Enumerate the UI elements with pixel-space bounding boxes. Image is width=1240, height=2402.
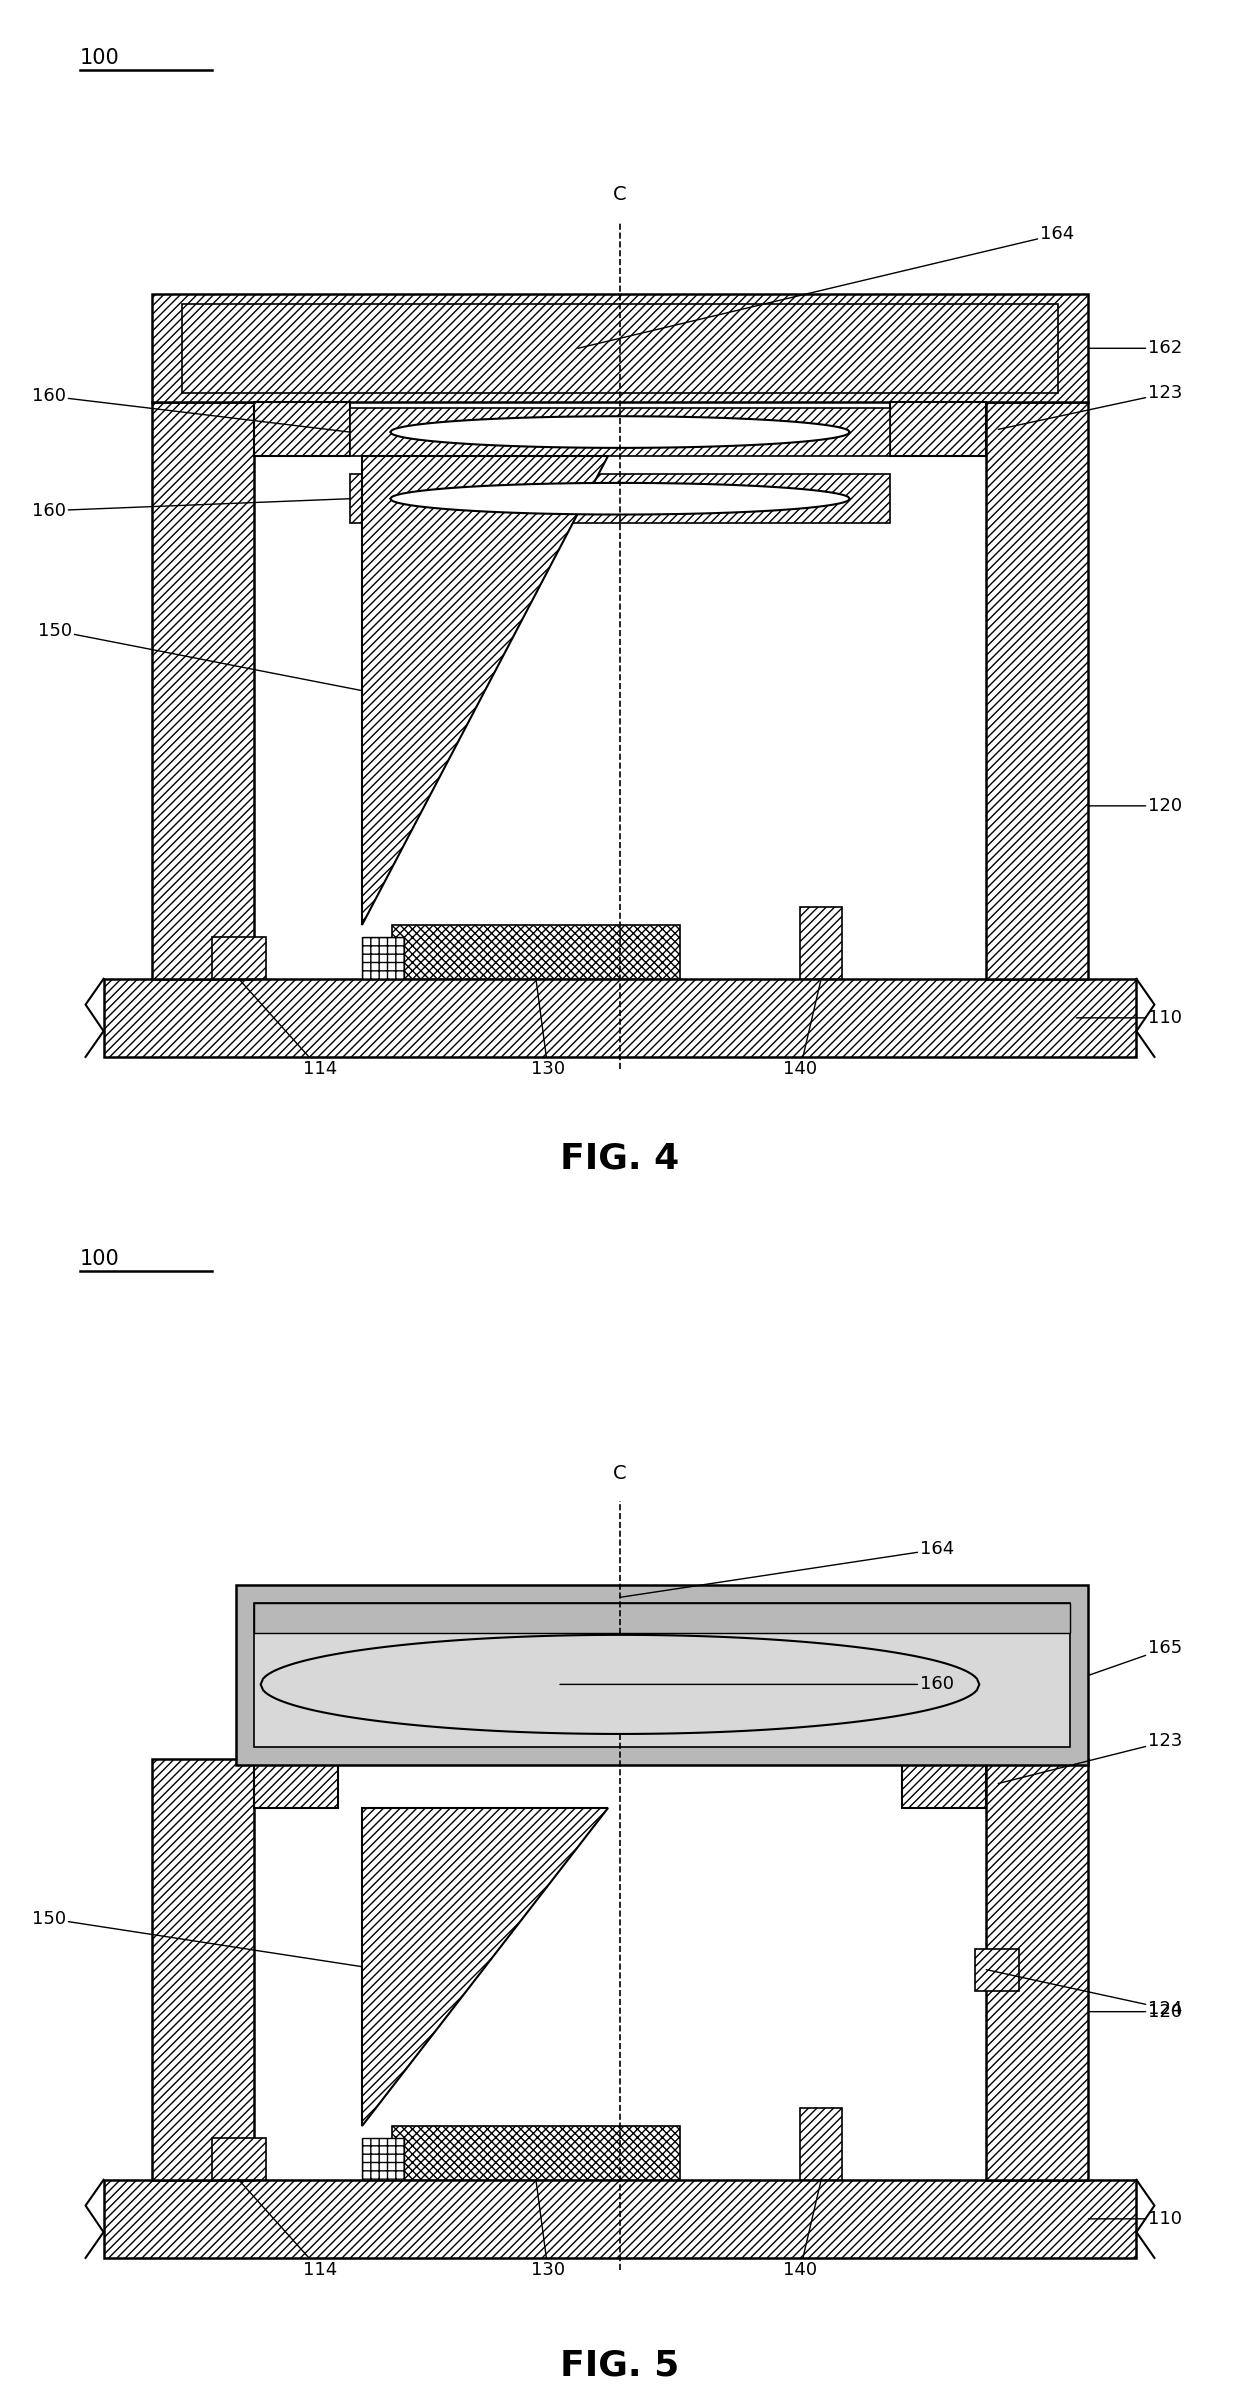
Text: FIG. 4: FIG. 4 bbox=[560, 1141, 680, 1177]
Text: FIG. 5: FIG. 5 bbox=[560, 2349, 680, 2383]
Bar bbox=[151, 401, 254, 980]
Text: 114: 114 bbox=[238, 980, 337, 1078]
Bar bbox=[986, 401, 1089, 980]
Text: 140: 140 bbox=[784, 980, 821, 1078]
Bar bbox=[362, 2138, 404, 2181]
Text: C: C bbox=[614, 185, 626, 204]
Polygon shape bbox=[391, 416, 849, 447]
Text: 140: 140 bbox=[784, 2181, 821, 2279]
Text: 160: 160 bbox=[31, 500, 350, 519]
Bar bbox=[392, 925, 680, 980]
Text: 120: 120 bbox=[1089, 797, 1183, 814]
Bar bbox=[254, 1758, 337, 1806]
Bar bbox=[104, 2181, 1136, 2258]
Text: 130: 130 bbox=[531, 980, 565, 1078]
Bar bbox=[986, 1758, 1089, 2181]
Bar bbox=[392, 2126, 680, 2181]
Bar bbox=[890, 401, 986, 456]
Text: C: C bbox=[614, 1465, 626, 1482]
Text: 160: 160 bbox=[560, 1677, 955, 1693]
Bar bbox=[181, 303, 1059, 392]
Text: 100: 100 bbox=[79, 1249, 119, 1268]
Text: 164: 164 bbox=[578, 226, 1075, 348]
Text: 160: 160 bbox=[31, 387, 350, 432]
Bar bbox=[254, 1605, 1070, 1633]
Bar bbox=[362, 937, 404, 980]
Bar bbox=[976, 1948, 1019, 1991]
Bar bbox=[800, 2109, 842, 2181]
Text: 150: 150 bbox=[31, 1910, 362, 1967]
Polygon shape bbox=[362, 1806, 608, 2126]
Polygon shape bbox=[260, 1636, 980, 1734]
Bar bbox=[151, 293, 1089, 401]
Text: 150: 150 bbox=[37, 622, 362, 692]
Bar bbox=[903, 1758, 986, 1806]
Text: 165: 165 bbox=[1089, 1641, 1183, 1677]
Bar bbox=[800, 908, 842, 980]
Text: 100: 100 bbox=[79, 48, 119, 67]
Polygon shape bbox=[362, 456, 608, 925]
Polygon shape bbox=[391, 483, 849, 514]
Text: 110: 110 bbox=[1076, 1009, 1183, 1026]
Text: 130: 130 bbox=[531, 2181, 565, 2279]
Bar bbox=[254, 401, 350, 456]
Bar bbox=[254, 1605, 1070, 1749]
Text: 120: 120 bbox=[1089, 2003, 1183, 2020]
Text: 162: 162 bbox=[1089, 339, 1183, 358]
Bar bbox=[151, 1758, 254, 2181]
Bar bbox=[236, 1585, 1089, 1765]
Text: 110: 110 bbox=[1089, 2210, 1183, 2227]
Text: 123: 123 bbox=[998, 1732, 1183, 1782]
Bar bbox=[212, 2138, 265, 2181]
Bar bbox=[212, 937, 265, 980]
Bar bbox=[104, 980, 1136, 1057]
Text: 114: 114 bbox=[238, 2181, 337, 2279]
Bar bbox=[350, 476, 890, 524]
Text: 124: 124 bbox=[986, 1970, 1183, 2018]
Text: 123: 123 bbox=[998, 384, 1183, 430]
Text: 164: 164 bbox=[620, 1540, 955, 1597]
Bar bbox=[350, 408, 890, 456]
